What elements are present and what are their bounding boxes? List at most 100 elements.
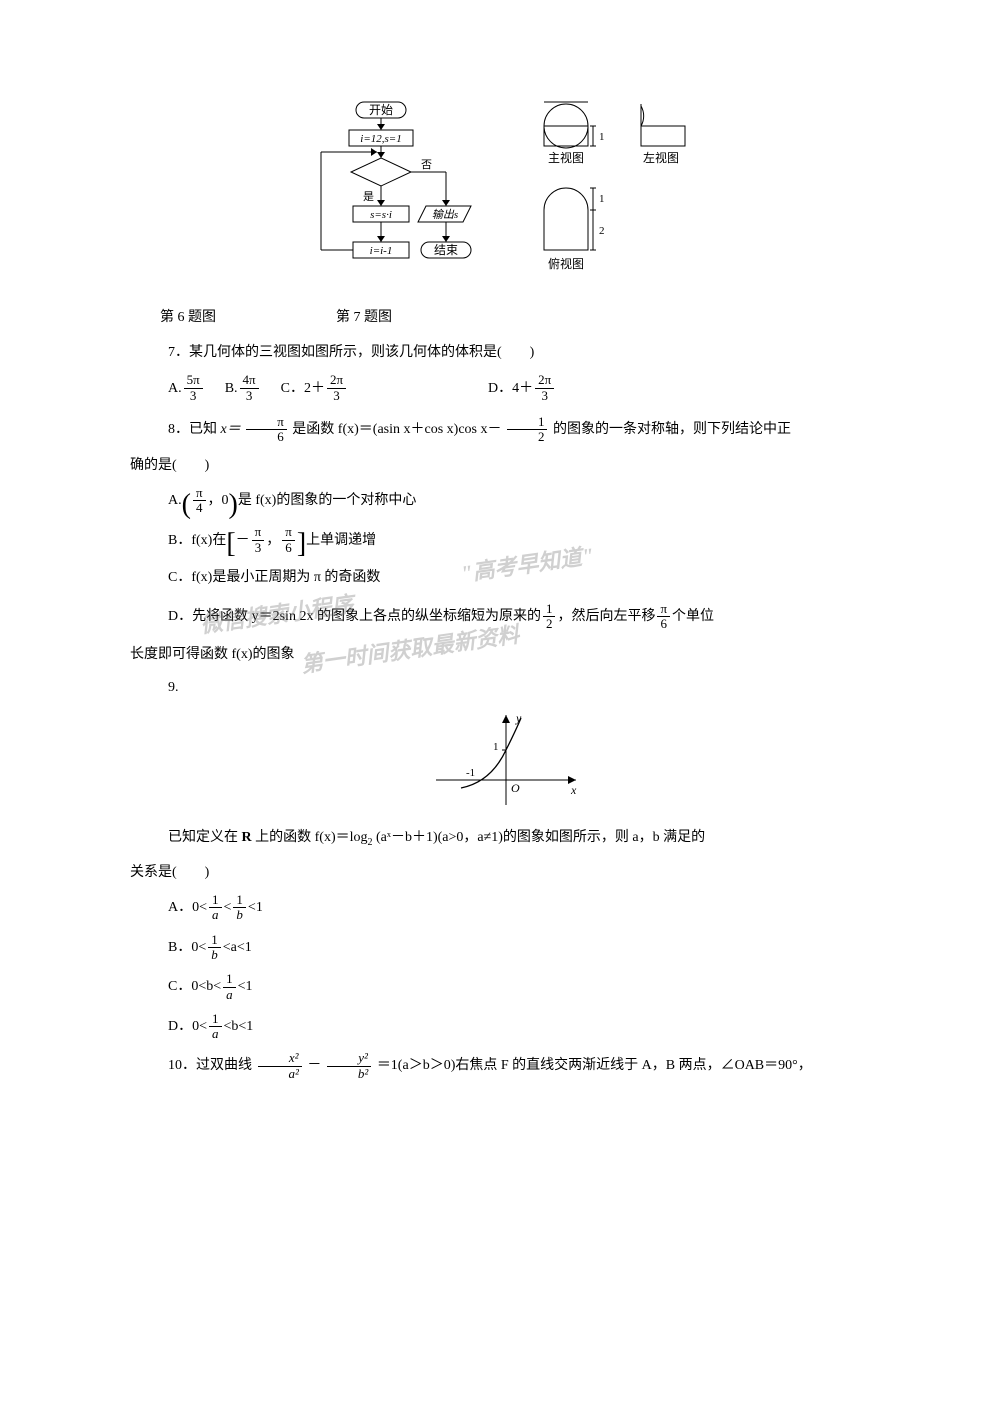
q7-b-num: 4π: [240, 373, 259, 388]
q9-sub2: 2: [368, 837, 373, 848]
q9b-pre: B．0<: [168, 935, 206, 960]
q8-hn: 1: [507, 415, 548, 430]
q10-suf: ＝1(a＞b＞0)右焦点 F 的直线交两渐近线于 A，B 两点，∠OAB＝90°…: [377, 1058, 812, 1073]
caption-q7: 第 7 题图: [336, 305, 392, 330]
flow-yes: 是: [363, 190, 374, 203]
three-view-diagram: 2 1 主视图 左视图 1 2 俯视图: [531, 100, 721, 290]
q8d-n2: π: [657, 602, 670, 617]
q8-line1: 8．已知 x＝ π6 是函数 f(x)＝(asin x＋cos x)cos x－…: [140, 415, 872, 445]
q7-d-num: 2π: [535, 373, 554, 388]
q7-opt-a: A. 5π3: [168, 373, 205, 403]
q10-d2: b²: [327, 1067, 371, 1081]
q8b-d1: 3: [252, 541, 265, 555]
q8a-pre: A.: [168, 488, 182, 513]
q8-opt-b: B．f(x)在 [ － π3 ， π6 ] 上单调递增: [168, 525, 872, 555]
q9d-n: 1: [209, 1012, 222, 1027]
flow-end: 结束: [434, 243, 458, 257]
q7-a-label: A.: [168, 376, 182, 401]
q8b-n2: π: [282, 525, 295, 540]
q9b-suf: <a<1: [223, 935, 252, 960]
q10-n2: y²: [327, 1051, 371, 1066]
threeview-svg: 2 1 主视图 左视图 1 2 俯视图: [531, 100, 721, 290]
q8b-c: ，: [266, 528, 280, 553]
dim-2-main: 2: [561, 100, 567, 103]
q8b-lb: [: [226, 530, 235, 558]
q8d-d2: 6: [657, 617, 670, 631]
q7-opt-b: B. 4π3: [225, 373, 261, 403]
q9-opt-b: B．0< 1b <a<1: [168, 933, 872, 963]
q9a-d2: b: [233, 908, 246, 922]
q7-opt-d: D．4＋ 2π3: [488, 373, 556, 403]
q10-n1: x²: [258, 1051, 302, 1066]
q8b-n1: π: [252, 525, 265, 540]
q9b-n: 1: [208, 933, 221, 948]
q9c-pre: C．0<b<: [168, 974, 221, 999]
q9d-pre: D．0<: [168, 1014, 207, 1039]
caption-q6: 第 6 题图: [160, 305, 216, 330]
q9a-mid: <: [224, 895, 232, 920]
q8-pre: 8．已知: [168, 422, 221, 437]
q9b-d: b: [208, 948, 221, 962]
q8-mid: 是函数 f(x)＝(asin x＋cos x)cos x－: [292, 422, 501, 437]
q9c-n: 1: [223, 972, 236, 987]
q7-text: 7．某几何体的三视图如图所示，则该几何体的体积是( ): [140, 340, 872, 365]
q8a-zero: ，0: [208, 488, 229, 513]
q8a-d: 4: [193, 501, 206, 515]
q7-opt-c: C．2＋ 2π3: [281, 373, 348, 403]
q8-opt-c: C．f(x)是最小正周期为 π 的奇函数: [168, 565, 872, 590]
q9-opt-d: D．0< 1a <b<1: [168, 1012, 872, 1042]
q7-c-num: 2π: [327, 373, 346, 388]
q8-line2: 确的是( ): [130, 453, 872, 478]
flowchart-diagram: 开始 i=12,s=1 是 否 输出s 结束: [291, 100, 481, 290]
q9c-suf: <1: [238, 974, 253, 999]
q8-pi6d: 6: [246, 430, 287, 444]
q8-opt-a: A. ( π4 ，0 ) 是 f(x)的图象的一个对称中心: [168, 486, 872, 516]
q8b-suf: 上单调递增: [306, 528, 376, 553]
dim-2-top: 2: [599, 225, 605, 237]
q10-d1: a²: [258, 1067, 302, 1081]
q9c-d: a: [223, 988, 236, 1002]
q10-minus: －: [307, 1058, 321, 1073]
q8-hd: 2: [507, 430, 548, 444]
q8-suf: 的图象的一条对称轴，则下列结论中正: [553, 422, 791, 437]
q8a-suf: 是 f(x)的图象的一个对称中心: [238, 488, 417, 513]
q8-xeq: x＝: [221, 422, 241, 437]
q7-options: A. 5π3 B. 4π3 C．2＋ 2π3 D．4＋ 2π3: [168, 373, 872, 403]
dim-1-top: 1: [599, 193, 605, 205]
q8b-rb: ]: [297, 530, 306, 558]
q8b-neg: －: [236, 528, 250, 553]
q9-line1: 已知定义在 R 上的函数 f(x)＝log2 (aˣ－b＋1)(a>0，a≠1)…: [140, 825, 872, 852]
q9-R: R: [242, 830, 252, 845]
q9a-n2: 1: [233, 893, 246, 908]
q9a-n1: 1: [209, 893, 222, 908]
q8a-rb: ): [229, 491, 238, 519]
left-view-label: 左视图: [643, 150, 679, 165]
flow-init: i=12,s=1: [360, 133, 401, 145]
q9-mid: 上的函数 f(x)＝log: [255, 830, 367, 845]
q8d-suf: 个单位: [672, 604, 714, 629]
q8d-mid: ，然后向左平移: [557, 604, 655, 629]
q8a-lb: (: [182, 491, 191, 519]
q10-line1: 10．过双曲线 x²a² － y²b² ＝1(a＞b＞0)右焦点 F 的直线交两…: [140, 1051, 872, 1081]
q8d-pre: D．先将函数 y＝2sin 2x 的图象上各点的纵坐标缩短为原来的: [168, 604, 541, 629]
q9-pre: 已知定义在: [168, 830, 242, 845]
q7-a-num: 5π: [184, 373, 203, 388]
q9-num: 9.: [168, 675, 872, 700]
q9d-suf: <b<1: [224, 1014, 254, 1039]
q7-b-label: B.: [225, 376, 238, 401]
q10-pre: 10．过双曲线: [168, 1058, 252, 1073]
flowchart-svg: 开始 i=12,s=1 是 否 输出s 结束: [291, 100, 481, 290]
q9-x: x: [570, 783, 577, 797]
q8a-n: π: [193, 486, 206, 501]
q7-d-den: 3: [535, 389, 554, 403]
q9-svg: y x O 1 -1: [416, 710, 596, 810]
top-view-label: 俯视图: [548, 256, 584, 271]
q8d-d1: 2: [543, 617, 556, 631]
figures-row: 开始 i=12,s=1 是 否 输出s 结束: [140, 100, 872, 290]
q9-neg1: -1: [466, 767, 475, 779]
q7-b-den: 3: [240, 389, 259, 403]
flow-calc: s=s·i: [370, 209, 392, 221]
q8-pi6n: π: [246, 415, 287, 430]
q9-opt-c: C．0<b< 1a <1: [168, 972, 872, 1002]
q9d-d: a: [209, 1027, 222, 1041]
